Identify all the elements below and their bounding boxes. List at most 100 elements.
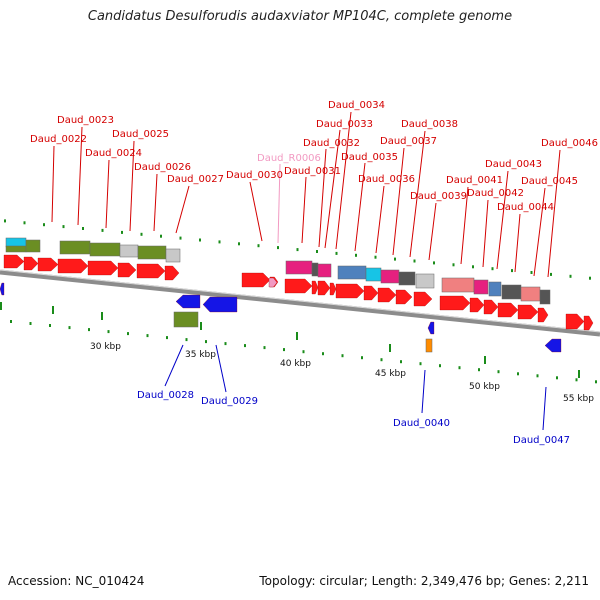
scale-ticks	[0, 302, 580, 378]
upper-tick	[452, 263, 455, 267]
gene-label-daud-0038[interactable]: Daud_0038	[401, 119, 458, 130]
lower-tick	[107, 330, 110, 334]
label-leader-line	[153, 173, 158, 232]
gene-label-daud-0043[interactable]: Daud_0043	[485, 159, 542, 170]
protein-domain	[25, 239, 41, 253]
gene-label-daud-0022[interactable]: Daud_0022	[30, 134, 87, 145]
upper-tick	[179, 236, 182, 240]
gene-label-daud-0025[interactable]: Daud_0025	[112, 129, 169, 140]
gene-label-daud-0024[interactable]: Daud_0024	[85, 148, 142, 159]
lower-tick	[575, 378, 578, 382]
lower-tick	[88, 328, 90, 332]
forward-gene-arrow	[87, 260, 119, 276]
forward-gene-arrow	[395, 289, 413, 305]
gene-label-daud-0042[interactable]: Daud_0042	[467, 188, 524, 199]
forward-gene-arrow	[317, 280, 331, 296]
scale-tick	[0, 302, 2, 310]
upper-tick	[62, 225, 65, 229]
gene-label-daud-0039[interactable]: Daud_0039	[410, 191, 467, 202]
lower-tick	[322, 352, 324, 356]
gene-label-daud-0040[interactable]: Daud_0040	[393, 418, 450, 429]
label-leader-line	[175, 185, 190, 234]
forward-gene-arrow	[517, 304, 539, 320]
upper-tick	[218, 240, 221, 244]
label-leader-line	[215, 344, 227, 393]
scale-tick	[389, 344, 391, 352]
lower-tick	[10, 320, 12, 323]
topology-text: Topology: circular; Length: 2,349,476 bp…	[259, 574, 589, 588]
protein-domain	[539, 289, 551, 305]
upper-tick	[82, 227, 84, 230]
protein-domain	[317, 263, 332, 278]
label-leader-line	[428, 202, 437, 261]
gene-label-daud-0047[interactable]: Daud_0047	[513, 435, 570, 446]
gene-label-daud-0044[interactable]: Daud_0044	[497, 202, 554, 213]
gene-label-daud-0027[interactable]: Daud_0027	[167, 174, 224, 185]
scale-tick	[296, 332, 298, 340]
label-leader-line	[301, 176, 307, 244]
gene-label-daud-0033[interactable]: Daud_0033	[316, 119, 373, 130]
forward-gene-arrow	[164, 265, 180, 281]
upper-tick	[335, 251, 338, 255]
gene-label-daud-0046[interactable]: Daud_0046	[541, 138, 598, 149]
accession-text: Accession: NC_010424	[8, 574, 145, 588]
gene-label-daud-0035[interactable]: Daud_0035	[341, 152, 398, 163]
upper-tick	[140, 232, 143, 236]
lower-tick	[146, 334, 149, 338]
gene-label-daud-0034[interactable]: Daud_0034	[328, 100, 385, 111]
gene-label-daud-r0006[interactable]: Daud_R0006	[257, 153, 321, 164]
protein-domain	[165, 248, 181, 263]
domain-tracks	[5, 237, 551, 353]
forward-gene-arrow	[469, 297, 485, 313]
upper-tick	[4, 219, 6, 223]
upper-tick	[23, 221, 26, 225]
gene-label-daud-0032[interactable]: Daud_0032	[303, 138, 360, 149]
forward-gene-arrow	[311, 280, 319, 295]
lower-tick	[536, 374, 539, 378]
lower-tick	[224, 342, 227, 346]
lower-tick	[49, 324, 51, 327]
lower-tick	[419, 362, 422, 366]
label-leader-line	[542, 386, 547, 431]
protein-domain	[488, 281, 502, 297]
gene-label-daud-0036[interactable]: Daud_0036	[358, 174, 415, 185]
upper-tick	[569, 274, 572, 278]
genome-title: Candidatus Desulforudis audaxviator MP10…	[87, 9, 513, 24]
lower-tick	[361, 356, 363, 360]
lower-tick	[29, 322, 32, 325]
forward-gene-arrow	[483, 299, 499, 315]
protein-domain	[380, 269, 400, 284]
protein-domain	[425, 338, 433, 353]
label-leader-line	[335, 111, 352, 250]
lower-tick	[185, 338, 188, 342]
gene-label-daud-0028[interactable]: Daud_0028	[137, 390, 194, 401]
forward-gene-arrow	[23, 256, 39, 271]
scale-label-40kbp: 40 kbp	[280, 359, 311, 369]
gene-label-daud-0029[interactable]: Daud_0029	[201, 396, 258, 407]
protein-domain	[137, 245, 167, 260]
gene-label-daud-0041[interactable]: Daud_0041	[446, 175, 503, 186]
genome-backbone	[0, 269, 600, 337]
gene-label-daud-0031[interactable]: Daud_0031	[284, 166, 341, 177]
gene-label-daud-0030[interactable]: Daud_0030	[226, 170, 283, 181]
scale-label-35kbp: 35 kbp	[185, 350, 216, 360]
protein-domain	[59, 240, 91, 255]
forward-gene-arrow	[284, 278, 313, 294]
lower-tick	[458, 366, 461, 370]
reverse-gene-arrow	[544, 338, 562, 353]
gene-label-daud-0023[interactable]: Daud_0023	[57, 115, 114, 126]
gene-label-daud-0037[interactable]: Daud_0037	[380, 136, 437, 147]
gene-label-daud-0026[interactable]: Daud_0026	[134, 162, 191, 173]
scale-tick	[578, 370, 580, 378]
label-leader-line	[105, 159, 110, 229]
upper-tick	[355, 253, 357, 257]
label-leader-line	[514, 213, 521, 273]
forward-gene-arrow	[583, 315, 594, 331]
gene-label-daud-0045[interactable]: Daud_0045	[521, 176, 578, 187]
forward-gene-arrow	[335, 283, 365, 299]
label-leader-line	[375, 185, 385, 254]
upper-tick	[374, 255, 377, 259]
upper-tick	[199, 238, 201, 242]
scale-tick	[52, 306, 54, 314]
upper-ticks	[4, 219, 591, 280]
